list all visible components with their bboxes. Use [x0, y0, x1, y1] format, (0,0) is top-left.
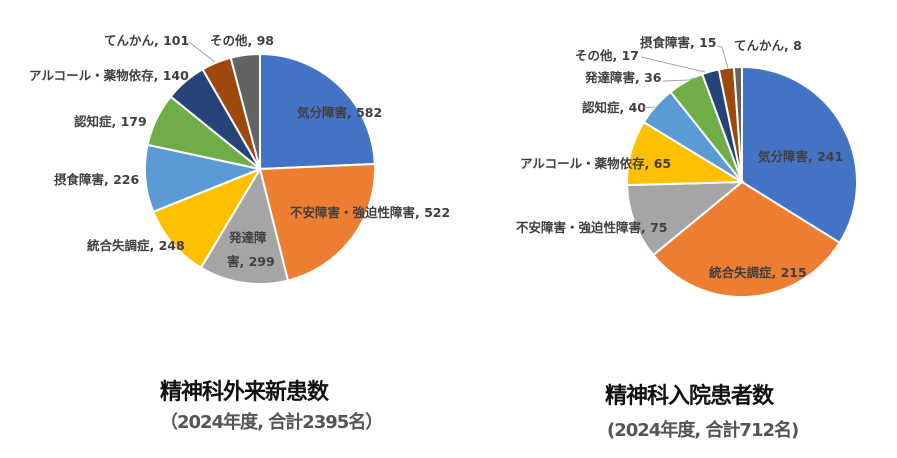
label-epilepsy: てんかん, 8: [734, 38, 802, 53]
label-eating: 摂食障害, 226: [54, 172, 139, 187]
pie-slice: [732, 65, 743, 183]
leader-line: [640, 56, 706, 73]
label-epilepsy: てんかん, 101: [104, 33, 189, 48]
leader-line: [662, 77, 695, 82]
inpatient-title: 精神科入院患者数: [605, 384, 774, 409]
outpatient-subtitle: （2024年度, 合計2395名）: [160, 412, 383, 433]
leader-line: [641, 106, 656, 109]
leader-line: [188, 41, 216, 63]
label-anxiety: 不安障害・強迫性障害, 75: [516, 220, 668, 235]
pie-slice: [626, 180, 745, 257]
label-dementia: 認知症, 40: [582, 100, 646, 115]
label-mood: 気分障害, 582: [297, 105, 382, 120]
outpatient-title: 精神科外来新患数: [160, 380, 329, 405]
outpatient-labels: 気分障害, 582 不安障害・強迫性障害, 522 発達障 害, 299 統合失…: [29, 33, 450, 269]
outpatient-pie: [144, 52, 376, 285]
label-other: その他, 17: [575, 48, 639, 63]
label-developmental-1: 発達障: [228, 230, 267, 245]
label-developmental: 発達障害, 36: [584, 70, 662, 85]
pie-slice: [259, 52, 376, 171]
label-schizophrenia: 統合失調症, 248: [87, 238, 185, 253]
leader-line: [716, 45, 729, 69]
pie-slice: [151, 166, 263, 270]
label-dementia: 認知症, 179: [74, 114, 147, 129]
pie-slice: [258, 162, 376, 282]
label-developmental-2: 害, 299: [227, 254, 275, 269]
pie-slice: [229, 52, 261, 170]
label-eating: 摂食障害, 15: [640, 35, 717, 50]
label-mood: 気分障害, 241: [758, 149, 843, 164]
label-anxiety: 不安障害・強迫性障害, 522: [290, 205, 450, 220]
pie-slice: [199, 166, 290, 285]
inpatient-labels: 気分障害, 241 統合失調症, 215 不安障害・強迫性障害, 75 アルコー…: [516, 35, 843, 280]
inpatient-subtitle: (2024年度, 合計712名): [607, 420, 799, 441]
label-schizophrenia: 統合失調症, 215: [709, 265, 807, 280]
label-alcohol: アルコール・薬物依存, 65: [520, 156, 671, 171]
pie-slice: [651, 180, 842, 298]
label-alcohol: アルコール・薬物依存, 140: [29, 68, 189, 83]
inpatient-pie: [626, 65, 858, 298]
label-other: その他, 98: [210, 33, 274, 48]
